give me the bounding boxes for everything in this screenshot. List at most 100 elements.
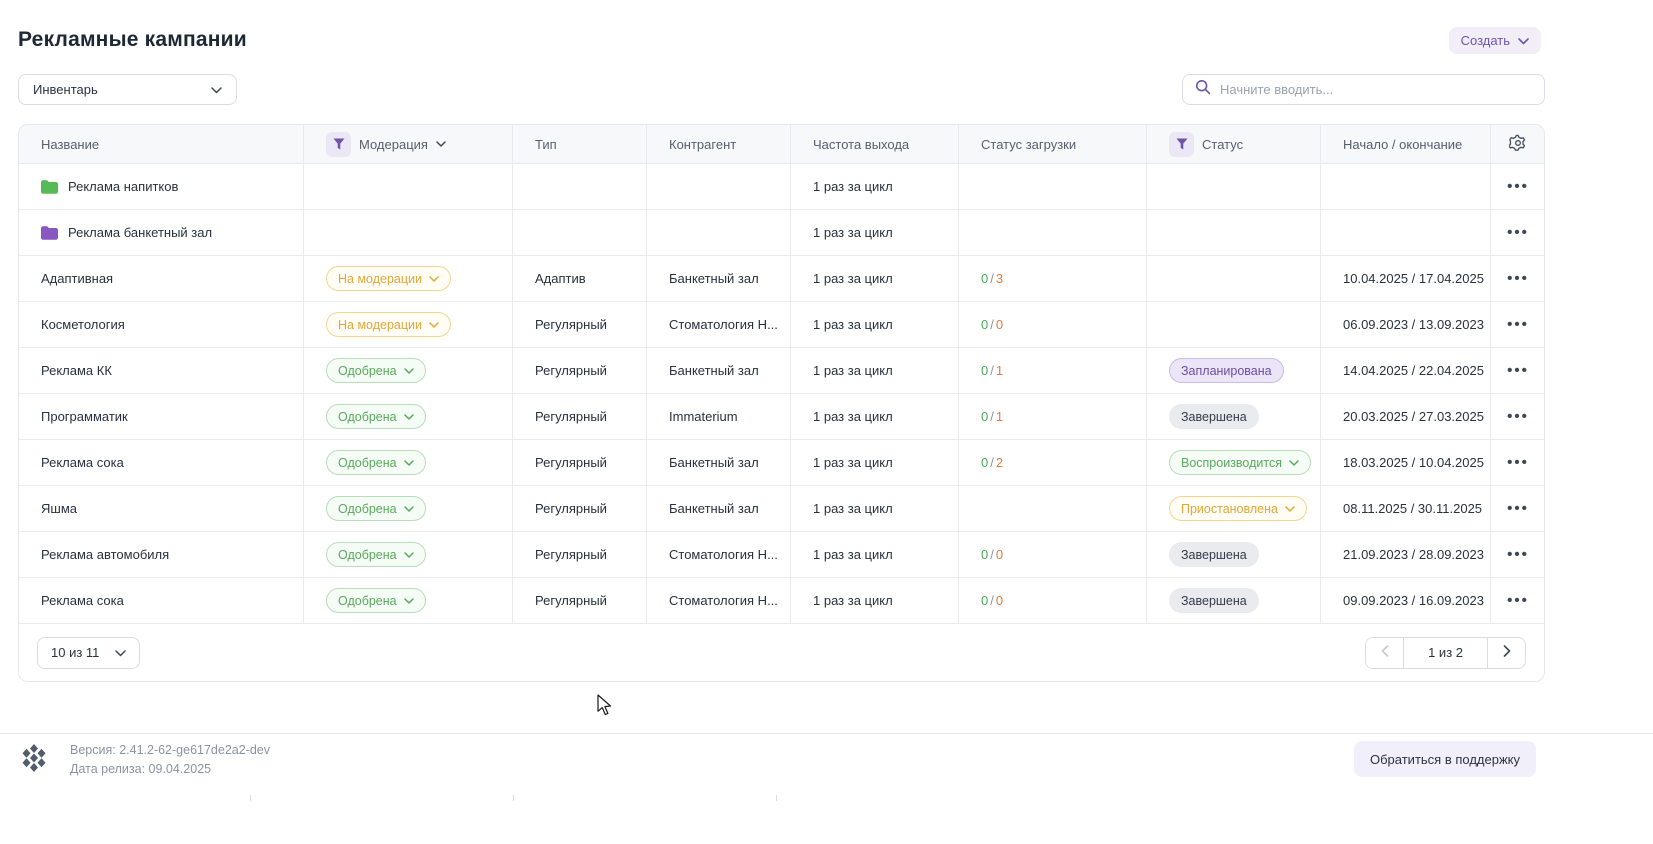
cell-moderation (304, 164, 513, 209)
cell-name: Реклама КК (19, 348, 304, 393)
cell-upload-status: 0/3 (959, 256, 1147, 301)
column-header-counterparty: Контрагент (647, 125, 791, 163)
moderation-badge[interactable]: Одобрена (326, 404, 426, 429)
row-actions-button[interactable]: ••• (1507, 591, 1529, 609)
cell-name: Реклама сока (19, 578, 304, 623)
campaign-name: Реклама КК (41, 363, 112, 378)
chevron-down-icon (436, 141, 446, 147)
table-row[interactable]: Косметология На модерации Регулярный Стомат… (19, 302, 1544, 348)
chevron-down-icon (429, 321, 439, 328)
cell-upload-status (959, 486, 1147, 531)
column-label: Модерация (359, 136, 428, 152)
moderation-badge-label: Одобрена (338, 455, 397, 470)
cell-frequency: 1 раз за цикл (791, 164, 959, 209)
column-label: Контрагент (669, 136, 737, 152)
row-actions-button[interactable]: ••• (1507, 545, 1529, 563)
cell-status: Завершена (1147, 394, 1321, 439)
upload-status: 0/0 (981, 317, 1004, 332)
inventory-filter-select[interactable]: Инвентарь (18, 74, 237, 105)
column-label: Статус (1202, 136, 1244, 152)
column-header-moderation[interactable]: Модерация (304, 125, 513, 163)
status-badge: Завершена (1169, 404, 1259, 429)
moderation-badge[interactable]: На модерации (326, 312, 451, 337)
status-badge[interactable]: Приостановлена (1169, 496, 1307, 521)
prev-page-button[interactable] (1366, 637, 1405, 668)
row-actions-button[interactable]: ••• (1507, 407, 1529, 425)
table-settings-button[interactable] (1491, 125, 1544, 163)
cell-actions: ••• (1491, 532, 1544, 577)
moderation-badge[interactable]: На модерации (326, 266, 451, 291)
moderation-badge[interactable]: Одобрена (326, 450, 426, 475)
cell-counterparty: Стоматология Н... (647, 578, 791, 623)
column-header-type: Тип (513, 125, 647, 163)
chevron-down-icon (115, 645, 127, 660)
row-actions-button[interactable]: ••• (1507, 315, 1529, 333)
cell-upload-status: 0/0 (959, 532, 1147, 577)
cell-dates (1321, 164, 1491, 209)
column-label: Начало / окончание (1343, 136, 1463, 152)
cell-counterparty (647, 210, 791, 255)
create-button[interactable]: Создать (1448, 27, 1541, 54)
table-row[interactable]: Реклама банкетный зал 1 раз за цикл ••• (19, 210, 1544, 256)
table-row[interactable]: Реклама сока Одобрена Регулярный Банкетный … (19, 440, 1544, 486)
page-size-label: 10 из 11 (51, 645, 100, 660)
cell-frequency: 1 раз за цикл (791, 348, 959, 393)
column-header-frequency: Частота выхода (791, 125, 959, 163)
row-actions-button[interactable]: ••• (1507, 223, 1529, 241)
campaign-name: Яшма (41, 501, 77, 516)
cell-status (1147, 164, 1321, 209)
table-row[interactable]: Реклама автомобиля Одобрена Регулярный Стом… (19, 532, 1544, 578)
status-badge: Завершена (1169, 542, 1259, 567)
moderation-badge[interactable]: Одобрена (326, 358, 426, 383)
row-actions-button[interactable]: ••• (1507, 177, 1529, 195)
moderation-badge[interactable]: Одобрена (326, 542, 426, 567)
cell-moderation: Одобрена (304, 394, 513, 439)
status-badge[interactable]: Воспроизводится (1169, 450, 1311, 475)
support-button[interactable]: Обратиться в поддержку (1354, 741, 1536, 777)
search-input[interactable] (1220, 82, 1532, 97)
mouse-cursor (597, 694, 613, 721)
cell-dates: 14.04.2025 / 22.04.2025 (1321, 348, 1491, 393)
cell-type (513, 210, 647, 255)
column-header-status[interactable]: Статус (1147, 125, 1321, 163)
moderation-badge-label: Одобрена (338, 501, 397, 516)
folder-icon (41, 225, 58, 240)
row-actions-button[interactable]: ••• (1507, 453, 1529, 471)
cell-type (513, 164, 647, 209)
row-actions-button[interactable]: ••• (1507, 361, 1529, 379)
cell-actions: ••• (1491, 486, 1544, 531)
cell-name: Реклама напитков (19, 164, 304, 209)
table-row[interactable]: Реклама напитков 1 раз за цикл ••• (19, 164, 1544, 210)
cell-upload-status: 0/0 (959, 302, 1147, 347)
status-badge-label: Завершена (1181, 409, 1247, 424)
table-row[interactable]: Программатик Одобрена Регулярный Immaterium… (19, 394, 1544, 440)
column-label: Частота выхода (813, 136, 910, 152)
moderation-badge[interactable]: Одобрена (326, 496, 426, 521)
page-size-select[interactable]: 10 из 11 (37, 636, 141, 669)
cell-frequency: 1 раз за цикл (791, 440, 959, 485)
column-header-dates: Начало / окончание (1321, 125, 1491, 163)
row-actions-button[interactable]: ••• (1507, 269, 1529, 287)
search-box[interactable] (1182, 74, 1545, 105)
table-row[interactable]: Реклама КК Одобрена Регулярный Банкетный за… (19, 348, 1544, 394)
cell-frequency: 1 раз за цикл (791, 256, 959, 301)
next-page-button[interactable] (1487, 637, 1525, 668)
cell-dates: 20.03.2025 / 27.03.2025 (1321, 394, 1491, 439)
chevron-down-icon (211, 82, 222, 97)
filter-icon[interactable] (326, 131, 351, 157)
table-row[interactable]: Яшма Одобрена Регулярный Банкетный зал 1 раз… (19, 486, 1544, 532)
row-actions-button[interactable]: ••• (1507, 499, 1529, 517)
moderation-badge[interactable]: Одобрена (326, 588, 426, 613)
table-row[interactable]: Реклама сока Одобрена Регулярный Стоматолог… (19, 578, 1544, 624)
moderation-badge-label: На модерации (338, 271, 422, 286)
chevron-down-icon (1518, 33, 1529, 48)
cell-status: Приостановлена (1147, 486, 1321, 531)
table-row[interactable]: Адаптивная На модерации Адаптив Банкетный з… (19, 256, 1544, 302)
moderation-badge-label: Одобрена (338, 547, 397, 562)
column-header-upload: Статус загрузки (959, 125, 1147, 163)
cell-actions: ••• (1491, 394, 1544, 439)
cell-upload-status: 0/2 (959, 440, 1147, 485)
chevron-down-icon (403, 505, 414, 512)
filter-icon[interactable] (1169, 131, 1194, 157)
